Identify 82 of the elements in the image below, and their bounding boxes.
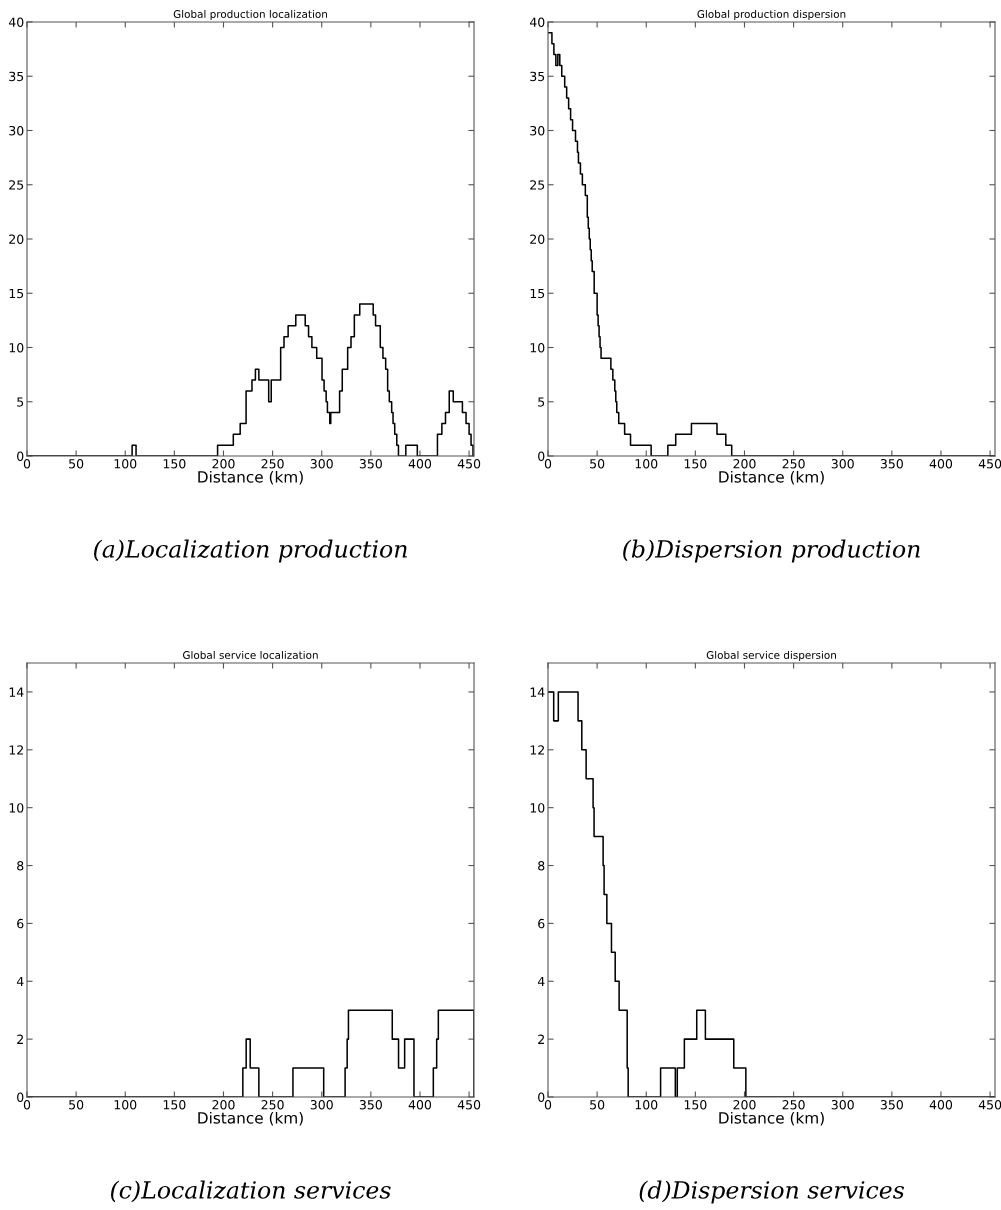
y-tick-label: 8 <box>17 861 24 871</box>
text: (b)Dispersion production <box>623 539 920 563</box>
x-tick-label: 200 <box>733 1100 756 1110</box>
x-tick-label: 100 <box>635 1100 658 1110</box>
x-tick-label: 300 <box>310 459 333 469</box>
x-tick-label: 400 <box>408 459 432 469</box>
x-tick-label: 200 <box>212 1100 235 1110</box>
y-tick-label: 40 <box>529 17 545 27</box>
x-tick-label: 200 <box>212 459 235 469</box>
x-tick-label: 50 <box>69 459 84 469</box>
x-axis-title: Distance (km) <box>198 470 303 485</box>
x-tick-label: 250 <box>782 459 805 469</box>
x-tick-label: 150 <box>684 459 707 469</box>
y-tick-label: 0 <box>538 451 545 461</box>
x-tick-label: 250 <box>782 1100 805 1110</box>
text: (a)Localization production <box>94 539 407 563</box>
x-tick-label: 450 <box>978 1100 1001 1110</box>
y-tick-label: 35 <box>530 71 545 82</box>
x-tick-label: 200 <box>733 459 756 469</box>
x-axis-title: Distance (km) <box>719 1111 824 1126</box>
x-tick-label: 300 <box>310 1100 333 1110</box>
x-axis-title: Distance (km) <box>198 1111 303 1126</box>
x-tick-label: 100 <box>114 1100 137 1110</box>
text: (d)Dispersion services <box>639 1180 905 1204</box>
y-tick-label: 40 <box>8 17 24 27</box>
x-tick-label: 300 <box>831 1100 854 1110</box>
y-tick-label: 4 <box>16 976 24 987</box>
x-tick-label: 150 <box>684 1100 707 1110</box>
y-tick-label: 30 <box>9 125 24 136</box>
chart-title: Global production dispersion <box>697 9 846 20</box>
y-tick-label: 2 <box>538 1034 544 1044</box>
x-tick-label: 300 <box>831 459 854 469</box>
y-tick-label: 5 <box>17 397 24 407</box>
x-tick-label: 50 <box>69 1100 84 1110</box>
text: (c)Localization services <box>110 1180 391 1203</box>
chart-title: Global production localization <box>173 9 327 20</box>
y-tick-label: 15 <box>530 288 545 299</box>
y-tick-label: 25 <box>530 180 545 190</box>
chart-title: Global service dispersion <box>706 650 836 661</box>
y-tick-label: 10 <box>530 803 545 813</box>
y-tick-label: 4 <box>537 976 545 987</box>
x-tick-label: 350 <box>880 459 903 469</box>
x-tick-label: 450 <box>978 459 1001 469</box>
x-tick-label: 250 <box>261 1100 284 1110</box>
x-tick-label: 400 <box>408 1100 432 1110</box>
y-tick-label: 10 <box>9 803 24 813</box>
y-tick-label: 30 <box>530 125 545 136</box>
y-tick-label: 0 <box>17 1092 24 1102</box>
y-tick-label: 5 <box>538 397 545 407</box>
x-tick-label: 100 <box>635 459 658 469</box>
y-tick-label: 10 <box>9 342 24 353</box>
chart-title: Global service localization <box>183 650 318 659</box>
y-tick-label: 35 <box>9 71 24 82</box>
y-tick-label: 2 <box>17 1034 23 1044</box>
x-tick-label: 50 <box>590 1100 605 1110</box>
y-tick-label: 0 <box>17 451 24 461</box>
x-tick-label: 100 <box>114 459 137 469</box>
y-tick-label: 12 <box>9 745 23 755</box>
y-tick-label: 6 <box>17 918 24 929</box>
y-tick-label: 10 <box>530 342 545 353</box>
x-tick-label: 350 <box>359 459 382 469</box>
x-tick-label: 450 <box>457 1100 481 1110</box>
x-tick-label: 150 <box>163 459 186 469</box>
y-tick-label: 14 <box>530 687 545 697</box>
y-tick-label: 20 <box>530 234 545 244</box>
y-tick-label: 14 <box>9 687 24 697</box>
y-tick-label: 25 <box>9 180 24 190</box>
y-tick-label: 20 <box>9 234 24 244</box>
x-tick-label: 400 <box>929 459 953 469</box>
x-tick-label: 450 <box>457 459 481 469</box>
y-tick-label: 0 <box>538 1092 545 1102</box>
y-tick-label: 8 <box>538 861 545 871</box>
y-tick-label: 12 <box>530 745 544 755</box>
y-tick-label: 6 <box>538 918 545 929</box>
x-tick-label: 400 <box>929 1100 953 1110</box>
x-tick-label: 50 <box>590 459 605 469</box>
x-tick-label: 350 <box>359 1100 382 1110</box>
x-tick-label: 350 <box>880 1100 903 1110</box>
y-tick-label: 15 <box>9 288 24 299</box>
x-axis-title: Distance (km) <box>719 470 824 485</box>
x-tick-label: 150 <box>163 1100 186 1110</box>
x-tick-label: 250 <box>261 459 284 469</box>
